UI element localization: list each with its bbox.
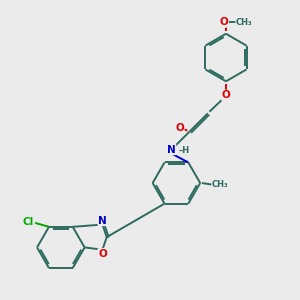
Text: O: O <box>219 17 228 27</box>
Text: O: O <box>175 123 184 133</box>
Text: N: N <box>167 145 176 155</box>
Text: O: O <box>98 249 107 259</box>
Text: –H: –H <box>179 146 190 155</box>
Text: Cl: Cl <box>23 217 34 227</box>
Text: CH₃: CH₃ <box>212 180 228 189</box>
Text: CH₃: CH₃ <box>236 18 252 27</box>
Text: N: N <box>98 216 107 226</box>
Text: O: O <box>222 90 230 100</box>
